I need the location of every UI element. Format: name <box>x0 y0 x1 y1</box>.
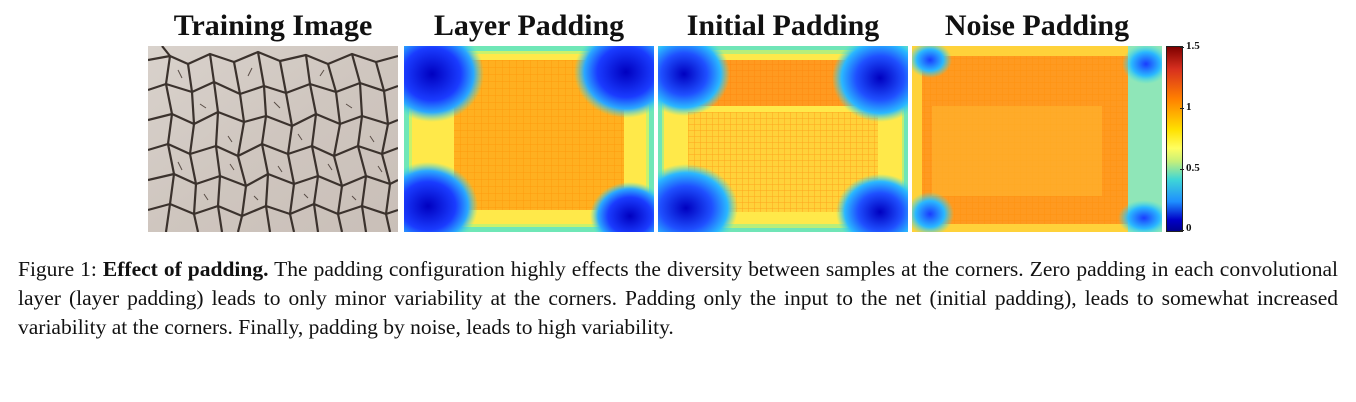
caption-label: Figure 1: <box>18 257 97 281</box>
panel-title-noise-padding: Noise Padding <box>944 9 1130 42</box>
figure-caption: Figure 1: Effect of padding. The padding… <box>18 255 1338 342</box>
training-image <box>148 46 398 232</box>
colorbar-tick-label: 1 <box>1186 101 1192 113</box>
heatmap-initial-padding <box>658 46 908 232</box>
colorbar-tick-label: 0 <box>1186 222 1192 234</box>
colorbar-tickmark <box>1180 169 1184 170</box>
colorbar-tickmark <box>1180 47 1184 48</box>
panel-title-training-image: Training Image <box>173 9 373 42</box>
colorbar-tick-label: 1.5 <box>1186 40 1200 52</box>
caption-bold-title: Effect of padding. <box>102 257 269 281</box>
colorbar-tickmark <box>1180 230 1184 231</box>
panel-title-initial-padding: Initial Padding <box>686 9 880 42</box>
colorbar-tick-label: 0.5 <box>1186 162 1200 174</box>
panel-title-layer-padding: Layer Padding <box>433 9 625 42</box>
colorbar-tickmark <box>1180 108 1184 109</box>
colorbar <box>1166 46 1183 232</box>
heatmap-layer-padding <box>404 46 654 232</box>
caption-text: The padding configuration highly effects… <box>18 257 1339 339</box>
heatmap-noise-padding <box>912 46 1162 232</box>
